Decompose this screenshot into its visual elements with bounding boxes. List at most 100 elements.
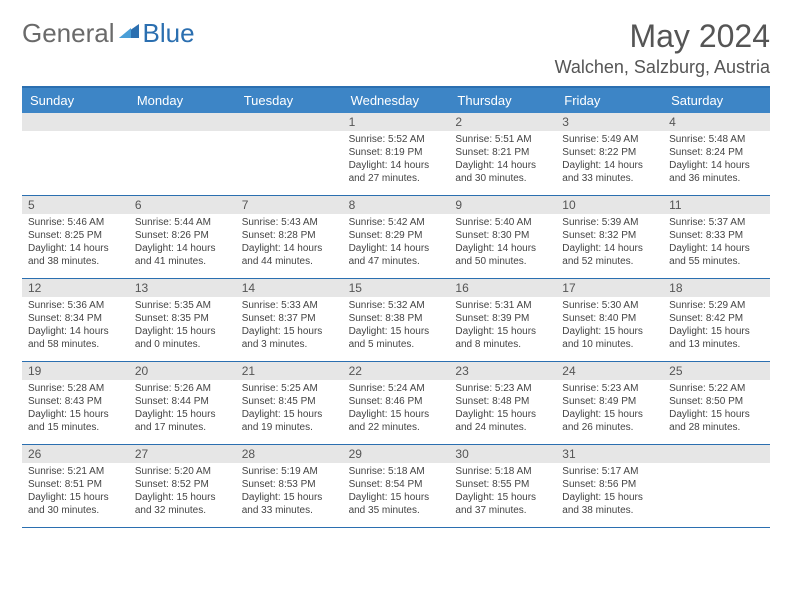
sunset-text: Sunset: 8:51 PM: [28, 478, 123, 491]
sunrise-text: Sunrise: 5:17 AM: [562, 465, 657, 478]
weeks-container: 1Sunrise: 5:52 AMSunset: 8:19 PMDaylight…: [22, 113, 770, 528]
day-cell: 11Sunrise: 5:37 AMSunset: 8:33 PMDayligh…: [663, 196, 770, 278]
logo-text-blue: Blue: [143, 18, 195, 49]
day-cell: 26Sunrise: 5:21 AMSunset: 8:51 PMDayligh…: [22, 445, 129, 527]
daylight-text: Daylight: 14 hours and 38 minutes.: [28, 242, 123, 268]
day-body: [663, 463, 770, 523]
week-row: 1Sunrise: 5:52 AMSunset: 8:19 PMDaylight…: [22, 113, 770, 196]
day-number: [663, 445, 770, 463]
day-number: 9: [449, 196, 556, 214]
daylight-text: Daylight: 14 hours and 58 minutes.: [28, 325, 123, 351]
logo-triangle-icon: [119, 22, 141, 45]
day-cell: 1Sunrise: 5:52 AMSunset: 8:19 PMDaylight…: [343, 113, 450, 195]
daylight-text: Daylight: 15 hours and 13 minutes.: [669, 325, 764, 351]
day-header: Thursday: [449, 88, 556, 113]
sunrise-text: Sunrise: 5:46 AM: [28, 216, 123, 229]
day-body: Sunrise: 5:43 AMSunset: 8:28 PMDaylight:…: [236, 214, 343, 274]
day-number: 7: [236, 196, 343, 214]
day-number: 4: [663, 113, 770, 131]
day-cell: 2Sunrise: 5:51 AMSunset: 8:21 PMDaylight…: [449, 113, 556, 195]
day-cell: 4Sunrise: 5:48 AMSunset: 8:24 PMDaylight…: [663, 113, 770, 195]
daylight-text: Daylight: 14 hours and 33 minutes.: [562, 159, 657, 185]
sunrise-text: Sunrise: 5:51 AM: [455, 133, 550, 146]
day-header: Monday: [129, 88, 236, 113]
title-block: May 2024 Walchen, Salzburg, Austria: [555, 18, 770, 78]
day-cell: 10Sunrise: 5:39 AMSunset: 8:32 PMDayligh…: [556, 196, 663, 278]
sunset-text: Sunset: 8:38 PM: [349, 312, 444, 325]
sunset-text: Sunset: 8:50 PM: [669, 395, 764, 408]
day-cell: 22Sunrise: 5:24 AMSunset: 8:46 PMDayligh…: [343, 362, 450, 444]
day-number: 30: [449, 445, 556, 463]
sunset-text: Sunset: 8:42 PM: [669, 312, 764, 325]
sunset-text: Sunset: 8:46 PM: [349, 395, 444, 408]
day-body: Sunrise: 5:42 AMSunset: 8:29 PMDaylight:…: [343, 214, 450, 274]
sunrise-text: Sunrise: 5:39 AM: [562, 216, 657, 229]
day-cell: 31Sunrise: 5:17 AMSunset: 8:56 PMDayligh…: [556, 445, 663, 527]
sunset-text: Sunset: 8:22 PM: [562, 146, 657, 159]
day-cell: [22, 113, 129, 195]
daylight-text: Daylight: 14 hours and 27 minutes.: [349, 159, 444, 185]
location-text: Walchen, Salzburg, Austria: [555, 57, 770, 78]
day-number: 16: [449, 279, 556, 297]
day-body: Sunrise: 5:28 AMSunset: 8:43 PMDaylight:…: [22, 380, 129, 440]
daylight-text: Daylight: 14 hours and 52 minutes.: [562, 242, 657, 268]
sunset-text: Sunset: 8:33 PM: [669, 229, 764, 242]
sunrise-text: Sunrise: 5:18 AM: [455, 465, 550, 478]
day-number: 21: [236, 362, 343, 380]
day-cell: 8Sunrise: 5:42 AMSunset: 8:29 PMDaylight…: [343, 196, 450, 278]
daylight-text: Daylight: 15 hours and 19 minutes.: [242, 408, 337, 434]
logo: General Blue: [22, 18, 195, 49]
header: General Blue May 2024 Walchen, Salzburg,…: [22, 18, 770, 78]
day-number: 8: [343, 196, 450, 214]
day-body: Sunrise: 5:33 AMSunset: 8:37 PMDaylight:…: [236, 297, 343, 357]
day-cell: 24Sunrise: 5:23 AMSunset: 8:49 PMDayligh…: [556, 362, 663, 444]
day-body: Sunrise: 5:48 AMSunset: 8:24 PMDaylight:…: [663, 131, 770, 191]
sunset-text: Sunset: 8:32 PM: [562, 229, 657, 242]
sunset-text: Sunset: 8:48 PM: [455, 395, 550, 408]
sunrise-text: Sunrise: 5:40 AM: [455, 216, 550, 229]
sunrise-text: Sunrise: 5:23 AM: [562, 382, 657, 395]
day-number: 14: [236, 279, 343, 297]
day-cell: 23Sunrise: 5:23 AMSunset: 8:48 PMDayligh…: [449, 362, 556, 444]
day-number: [22, 113, 129, 131]
day-cell: 25Sunrise: 5:22 AMSunset: 8:50 PMDayligh…: [663, 362, 770, 444]
day-number: 1: [343, 113, 450, 131]
daylight-text: Daylight: 15 hours and 38 minutes.: [562, 491, 657, 517]
sunrise-text: Sunrise: 5:24 AM: [349, 382, 444, 395]
day-cell: 15Sunrise: 5:32 AMSunset: 8:38 PMDayligh…: [343, 279, 450, 361]
sunrise-text: Sunrise: 5:36 AM: [28, 299, 123, 312]
sunrise-text: Sunrise: 5:19 AM: [242, 465, 337, 478]
logo-text-general: General: [22, 18, 115, 49]
day-body: Sunrise: 5:31 AMSunset: 8:39 PMDaylight:…: [449, 297, 556, 357]
day-body: Sunrise: 5:18 AMSunset: 8:55 PMDaylight:…: [449, 463, 556, 523]
sunrise-text: Sunrise: 5:18 AM: [349, 465, 444, 478]
sunset-text: Sunset: 8:28 PM: [242, 229, 337, 242]
day-cell: 17Sunrise: 5:30 AMSunset: 8:40 PMDayligh…: [556, 279, 663, 361]
day-body: Sunrise: 5:18 AMSunset: 8:54 PMDaylight:…: [343, 463, 450, 523]
day-number: 12: [22, 279, 129, 297]
day-cell: 19Sunrise: 5:28 AMSunset: 8:43 PMDayligh…: [22, 362, 129, 444]
month-title: May 2024: [555, 18, 770, 55]
day-body: Sunrise: 5:22 AMSunset: 8:50 PMDaylight:…: [663, 380, 770, 440]
day-body: Sunrise: 5:21 AMSunset: 8:51 PMDaylight:…: [22, 463, 129, 523]
day-cell: [236, 113, 343, 195]
day-number: [236, 113, 343, 131]
day-header: Sunday: [22, 88, 129, 113]
daylight-text: Daylight: 15 hours and 3 minutes.: [242, 325, 337, 351]
daylight-text: Daylight: 14 hours and 36 minutes.: [669, 159, 764, 185]
sunset-text: Sunset: 8:24 PM: [669, 146, 764, 159]
sunset-text: Sunset: 8:25 PM: [28, 229, 123, 242]
sunrise-text: Sunrise: 5:22 AM: [669, 382, 764, 395]
daylight-text: Daylight: 15 hours and 35 minutes.: [349, 491, 444, 517]
day-cell: [129, 113, 236, 195]
daylight-text: Daylight: 14 hours and 47 minutes.: [349, 242, 444, 268]
day-cell: 27Sunrise: 5:20 AMSunset: 8:52 PMDayligh…: [129, 445, 236, 527]
day-number: 27: [129, 445, 236, 463]
daylight-text: Daylight: 15 hours and 5 minutes.: [349, 325, 444, 351]
sunset-text: Sunset: 8:45 PM: [242, 395, 337, 408]
daylight-text: Daylight: 15 hours and 10 minutes.: [562, 325, 657, 351]
day-body: Sunrise: 5:26 AMSunset: 8:44 PMDaylight:…: [129, 380, 236, 440]
day-number: 15: [343, 279, 450, 297]
day-number: 26: [22, 445, 129, 463]
daylight-text: Daylight: 14 hours and 44 minutes.: [242, 242, 337, 268]
